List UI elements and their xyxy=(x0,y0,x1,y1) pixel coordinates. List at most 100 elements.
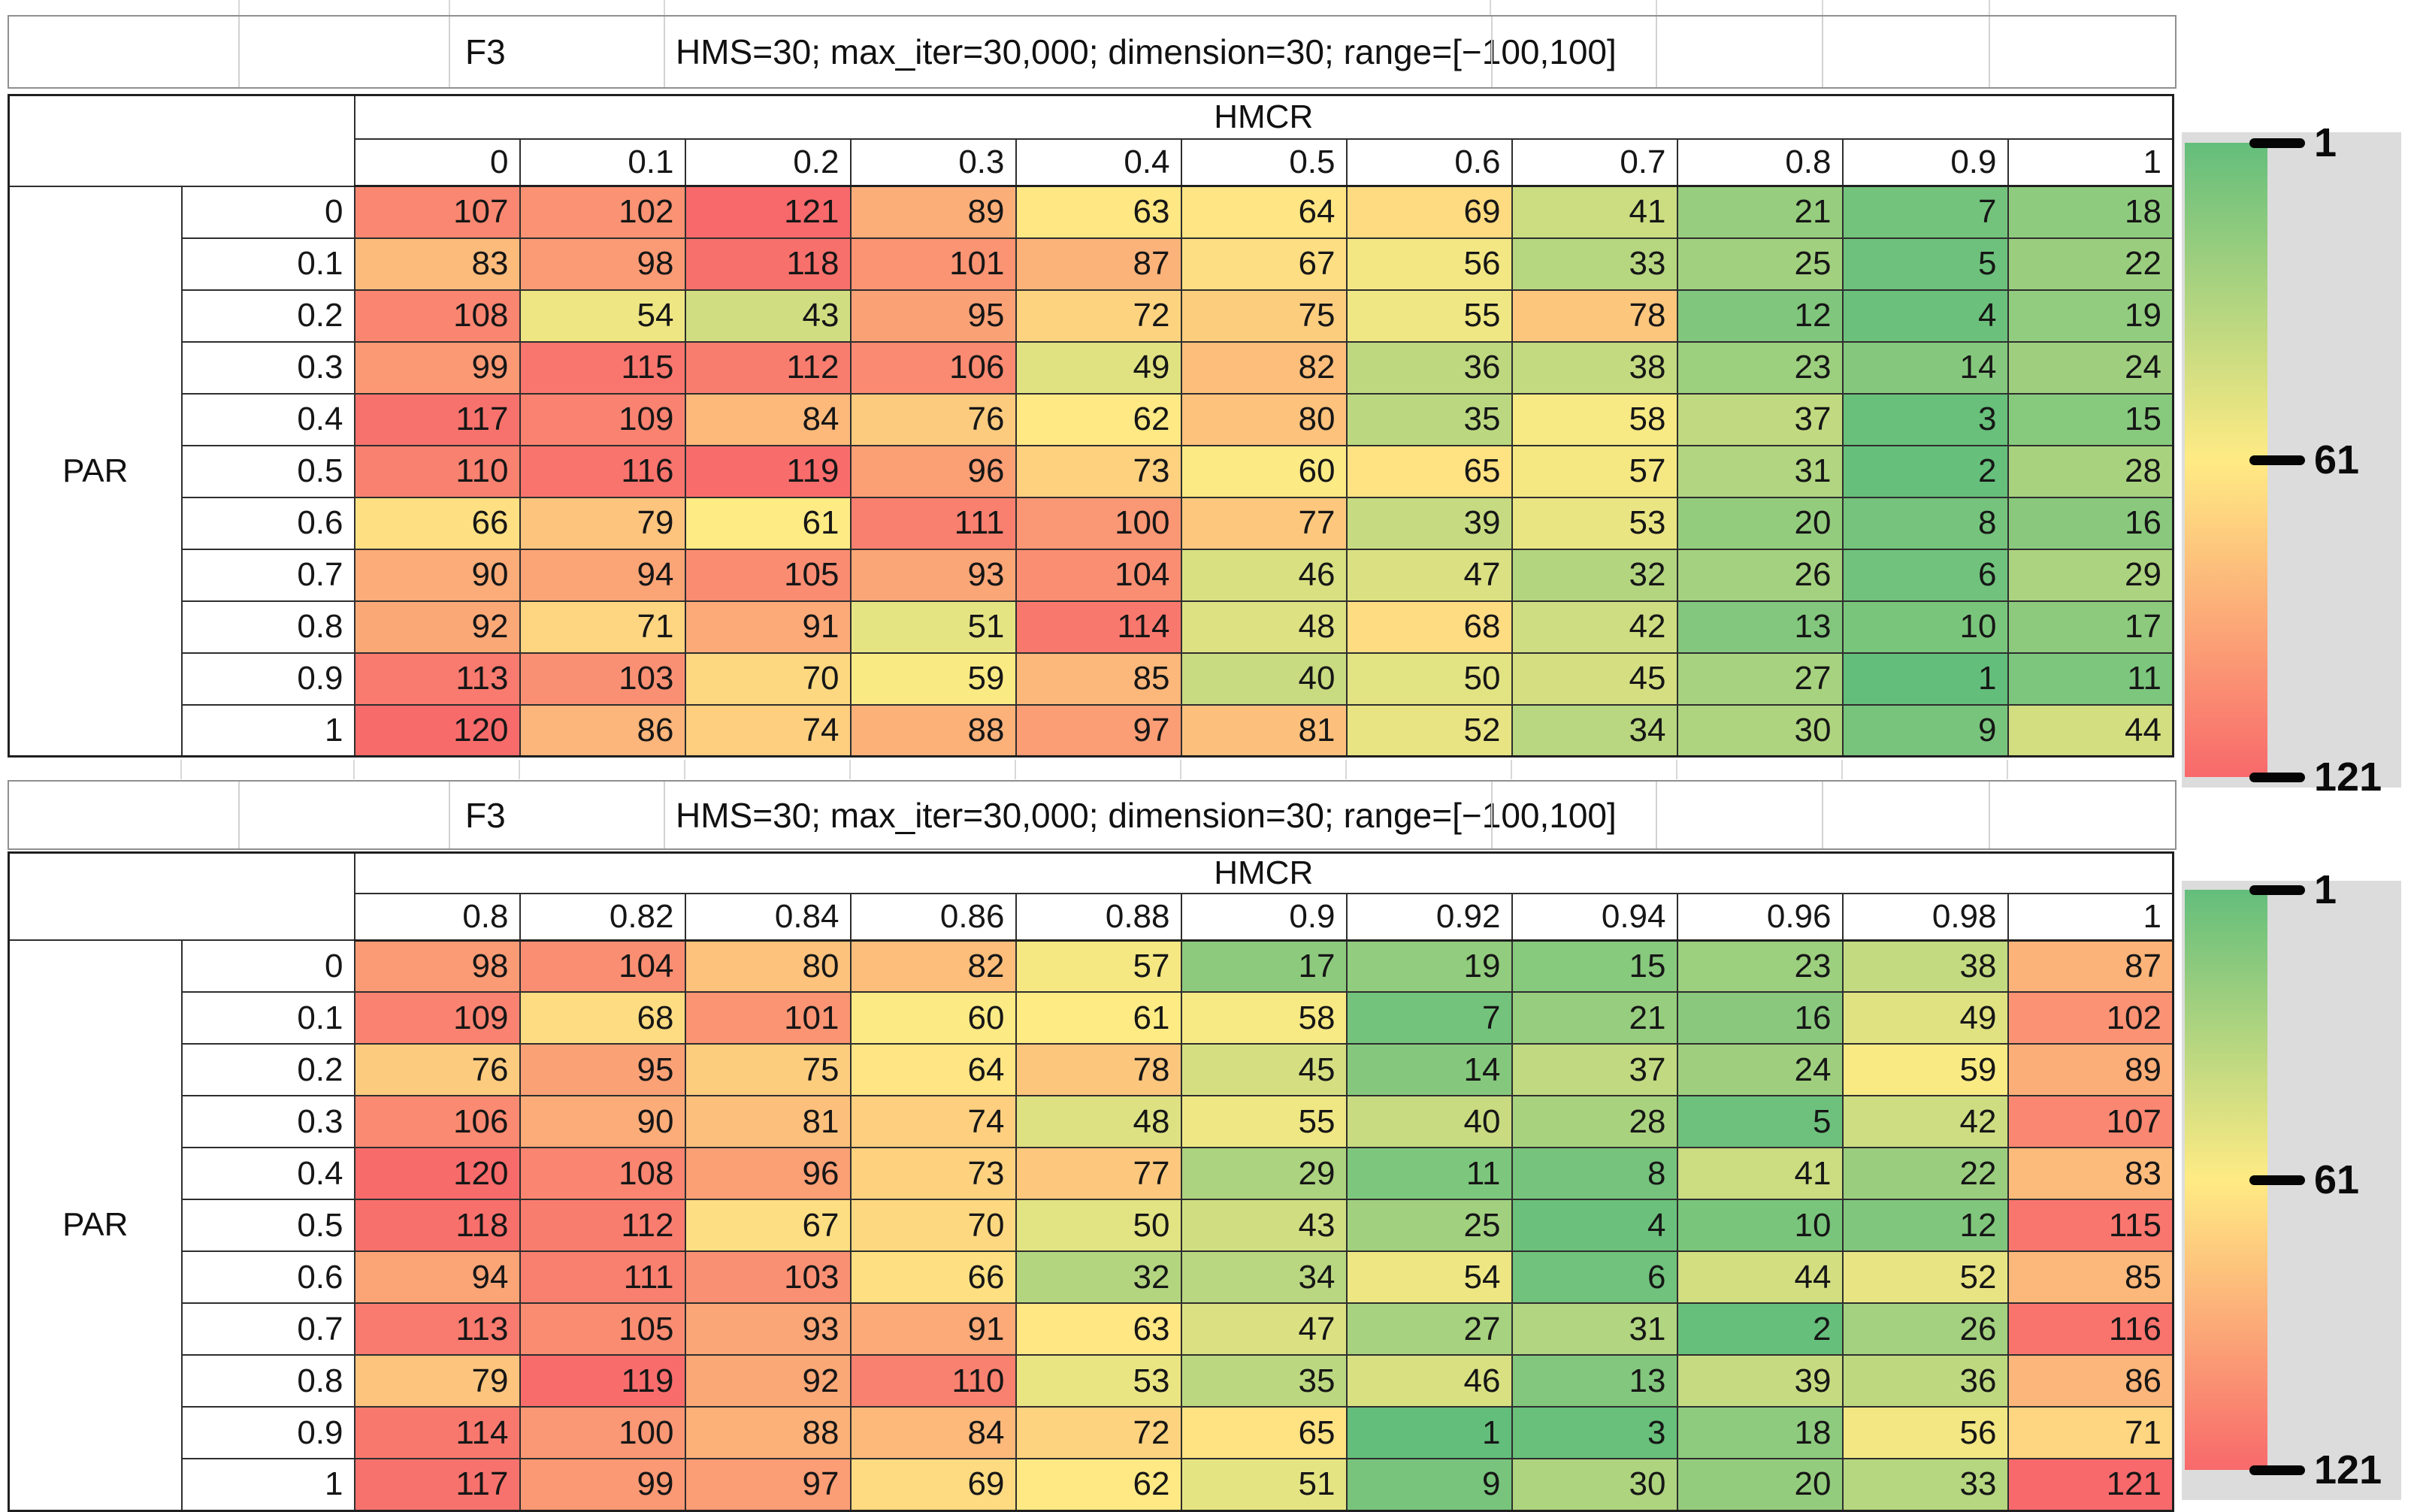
gridline xyxy=(664,0,665,15)
value-cell: 59 xyxy=(1841,1043,2009,1096)
value-cell: 46 xyxy=(1180,548,1348,602)
value-cell: 3 xyxy=(1841,392,2009,446)
value-cell: 20 xyxy=(1676,1458,1844,1511)
value-cell: 83 xyxy=(353,237,521,291)
value-cell: 118 xyxy=(353,1199,521,1252)
value-cell: 35 xyxy=(1180,1354,1348,1408)
value-cell: 58 xyxy=(1511,392,1678,446)
value-cell: 42 xyxy=(1841,1095,2009,1148)
corner-cell xyxy=(8,94,355,187)
title-empty-cell xyxy=(1657,782,1823,848)
value-cell: 32 xyxy=(1015,1250,1182,1304)
value-cell: 19 xyxy=(2007,289,2174,343)
value-cell: 4 xyxy=(1511,1199,1678,1252)
col-header: 0.96 xyxy=(1676,893,1844,942)
value-cell: 104 xyxy=(1015,548,1182,602)
col-header: 0.84 xyxy=(684,893,852,942)
function-label-text: F3 xyxy=(465,795,506,835)
gridline xyxy=(684,760,685,779)
value-cell: 40 xyxy=(1345,1095,1513,1148)
value-cell: 86 xyxy=(519,703,686,758)
value-cell: 77 xyxy=(1180,496,1348,550)
col-header: 0.92 xyxy=(1345,893,1513,942)
value-cell: 54 xyxy=(519,289,686,343)
value-cell: 92 xyxy=(684,1354,852,1408)
title-empty-cell xyxy=(240,17,450,87)
value-cell: 64 xyxy=(1180,185,1348,239)
col-header: 0.7 xyxy=(1511,138,1678,187)
value-cell: 33 xyxy=(1841,1458,2009,1511)
table-row: 0.3 106 90 81 74 48 55 40 28 5 42 107 xyxy=(9,1095,2174,1148)
value-cell: 82 xyxy=(1180,340,1348,395)
legend-label-min: 1 xyxy=(2314,120,2337,165)
hmcr-axis-label: HMCR xyxy=(353,851,2174,894)
value-cell: 41 xyxy=(1676,1147,1844,1200)
gridline xyxy=(238,0,240,15)
col-header: 0.94 xyxy=(1511,893,1678,942)
table-row: 0.3 99 115 112 106 49 82 36 38 23 14 24 xyxy=(9,340,2174,395)
value-cell: 26 xyxy=(1676,548,1844,602)
gridline xyxy=(1841,760,1843,779)
table-row: 0.5 110 116 119 96 73 60 65 57 31 2 28 xyxy=(9,444,2174,498)
value-cell: 62 xyxy=(1015,392,1182,446)
value-cell: 117 xyxy=(353,392,521,446)
value-cell: 110 xyxy=(849,1354,1017,1408)
value-cell: 15 xyxy=(1511,939,1678,993)
value-cell: 97 xyxy=(1015,703,1182,758)
value-cell: 51 xyxy=(849,600,1017,654)
heatmap-table-2: HMCR 0.8 0.82 0.84 0.86 0.88 0.9 0.92 0.94 0.96 0.… xyxy=(8,851,2174,1512)
value-cell: 48 xyxy=(1180,600,1348,654)
value-cell: 111 xyxy=(849,496,1017,550)
value-cell: 20 xyxy=(1676,496,1844,550)
table-row: PAR 0 98 104 80 82 57 17 19 15 23 38 87 xyxy=(8,939,2174,1511)
value-cell: 101 xyxy=(684,991,852,1045)
value-cell: 50 xyxy=(1345,652,1513,706)
value-cell: 108 xyxy=(519,1147,686,1200)
value-cell: 85 xyxy=(1015,652,1182,706)
legend-tick-max xyxy=(2249,1465,2305,1475)
value-cell: 75 xyxy=(1180,289,1348,343)
gridline xyxy=(1345,760,1347,779)
value-cell: 30 xyxy=(1511,1458,1678,1511)
value-cell: 5 xyxy=(1676,1095,1844,1148)
row-header: 1 xyxy=(180,703,355,758)
value-cell: 93 xyxy=(849,548,1017,602)
value-cell: 107 xyxy=(353,185,521,239)
value-cell: 25 xyxy=(1345,1199,1513,1252)
value-cell: 37 xyxy=(1511,1043,1678,1096)
value-cell: 22 xyxy=(2007,237,2174,291)
heatmap-table-1: HMCR 0 0.1 0.2 0.3 0.4 0.5 0.6 0.7 0.8 0.9 1 PAR 0 107… xyxy=(8,94,2174,758)
value-cell: 98 xyxy=(519,237,686,291)
row-header: 0.6 xyxy=(180,496,355,550)
value-cell: 108 xyxy=(353,289,521,343)
color-scale-legend-1: 1 61 121 xyxy=(2182,120,2401,800)
value-cell: 49 xyxy=(1841,991,2009,1045)
value-cell: 63 xyxy=(1015,1302,1182,1356)
gridline xyxy=(849,760,851,779)
table-row: 0.2 108 54 43 95 72 75 55 78 12 4 19 xyxy=(9,289,2174,343)
title-empty-cell xyxy=(9,17,240,87)
value-cell: 112 xyxy=(519,1199,686,1252)
value-cell: 21 xyxy=(1511,991,1678,1045)
value-cell: 119 xyxy=(519,1354,686,1408)
title-row-1: F3 HMS=30; max_iter=30,000; dimension=30… xyxy=(8,15,2177,89)
value-cell: 56 xyxy=(1345,237,1513,291)
value-cell: 70 xyxy=(684,652,852,706)
legend-label-max: 121 xyxy=(2314,1447,2382,1492)
value-cell: 6 xyxy=(1511,1250,1678,1304)
value-cell: 81 xyxy=(1180,703,1348,758)
value-cell: 38 xyxy=(1841,939,2009,993)
col-header: 0.98 xyxy=(1841,893,2009,942)
row-header: 0.2 xyxy=(180,1043,355,1096)
value-cell: 7 xyxy=(1345,991,1513,1045)
value-cell: 69 xyxy=(1345,185,1513,239)
value-cell: 98 xyxy=(353,939,521,993)
value-cell: 1 xyxy=(1345,1406,1513,1459)
title-empty-cell xyxy=(1491,782,1657,848)
value-cell: 45 xyxy=(1180,1043,1348,1096)
value-cell: 116 xyxy=(519,444,686,498)
value-cell: 55 xyxy=(1345,289,1513,343)
value-cell: 48 xyxy=(1015,1095,1182,1148)
title-empty-cell xyxy=(240,782,450,848)
value-cell: 36 xyxy=(1345,340,1513,395)
